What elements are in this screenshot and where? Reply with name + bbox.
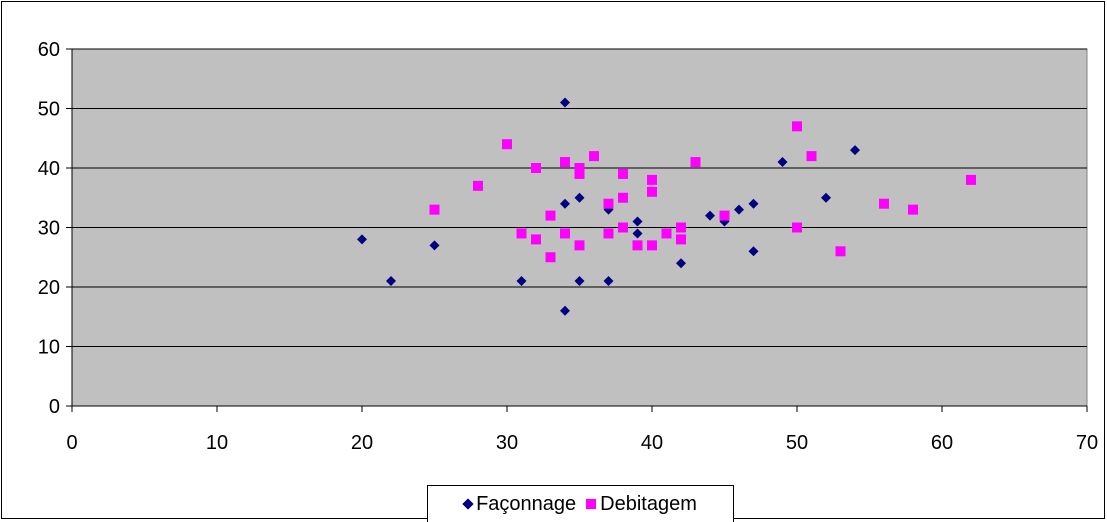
legend: Façonnage Debitagem	[427, 485, 734, 522]
x-tick-label: 40	[641, 432, 663, 454]
data-point-faconnage	[429, 240, 440, 251]
data-point-debitagem	[473, 180, 483, 191]
x-tick-label: 30	[496, 432, 518, 454]
data-point-debitagem	[661, 228, 672, 239]
data-point-debitagem	[560, 228, 570, 239]
data-point-faconnage	[748, 246, 759, 257]
data-point-faconnage	[748, 198, 759, 209]
y-tick-label: 50	[38, 99, 60, 121]
data-point-debitagem	[792, 121, 802, 132]
data-point-debitagem	[618, 222, 628, 233]
data-point-debitagem	[647, 174, 657, 185]
data-point-debitagem	[603, 198, 614, 209]
legend-label-faconnage: Façonnage	[476, 492, 577, 515]
data-point-debitagem	[647, 186, 657, 197]
data-point-debitagem	[632, 240, 643, 251]
data-point-debitagem	[574, 240, 585, 251]
data-point-debitagem	[531, 234, 541, 245]
data-point-debitagem	[719, 210, 730, 221]
x-tick-label: 0	[66, 432, 77, 454]
data-point-debitagem	[560, 157, 570, 168]
x-tick-label: 50	[786, 432, 808, 454]
data-point-debitagem	[429, 204, 440, 215]
data-point-debitagem	[676, 234, 686, 245]
data-point-faconnage	[603, 276, 614, 287]
data-point-debitagem	[545, 210, 556, 221]
data-point-debitagem	[792, 222, 802, 233]
data-point-debitagem	[545, 252, 556, 263]
data-point-faconnage	[386, 276, 396, 287]
data-point-faconnage	[632, 216, 643, 227]
data-point-faconnage	[516, 276, 527, 287]
x-tick-label: 60	[931, 432, 953, 454]
data-point-debitagem	[647, 240, 657, 251]
legend-square-marker	[586, 499, 597, 509]
data-point-faconnage	[705, 210, 715, 221]
data-point-debitagem	[502, 139, 512, 150]
x-tick-label: 10	[206, 432, 228, 454]
data-point-debitagem	[531, 163, 541, 173]
y-tick-label: 0	[49, 396, 60, 418]
data-point-debitagem	[690, 157, 701, 168]
data-point-faconnage	[632, 228, 643, 239]
x-tick-label: 20	[351, 432, 373, 454]
data-point-debitagem	[516, 228, 527, 239]
data-point-debitagem	[574, 168, 585, 179]
data-point-debitagem	[618, 168, 628, 179]
data-point-debitagem	[574, 163, 585, 173]
legend-label-debitagem: Debitagem	[600, 492, 697, 515]
legend-diamond-marker	[462, 498, 474, 510]
data-point-debitagem	[835, 246, 846, 257]
legend-entry-faconnage: Façonnage	[462, 492, 577, 516]
data-point-faconnage	[777, 157, 788, 168]
y-tick-label: 30	[38, 218, 60, 240]
y-tick-label: 40	[38, 158, 60, 180]
data-point-faconnage	[734, 204, 744, 215]
data-point-faconnage	[560, 305, 570, 316]
data-point-faconnage	[560, 97, 570, 108]
data-point-debitagem	[908, 204, 918, 215]
data-point-faconnage	[574, 276, 585, 287]
data-point-debitagem	[676, 222, 686, 233]
data-point-debitagem	[806, 151, 817, 162]
data-point-debitagem	[966, 174, 976, 185]
data-point-debitagem	[618, 192, 628, 203]
x-tick-label: 70	[1076, 432, 1098, 454]
data-point-debitagem	[603, 228, 614, 239]
data-point-faconnage	[560, 198, 570, 209]
data-point-faconnage	[574, 192, 585, 203]
data-point-faconnage	[850, 145, 860, 156]
y-tick-label: 60	[38, 39, 60, 61]
y-tick-label: 20	[38, 277, 60, 299]
data-point-debitagem	[879, 198, 889, 209]
data-point-faconnage	[676, 258, 686, 269]
data-point-debitagem	[589, 151, 599, 162]
legend-entry-debitagem: Debitagem	[586, 493, 697, 516]
data-point-faconnage	[357, 234, 367, 245]
data-point-faconnage	[821, 192, 831, 203]
y-tick-label: 10	[38, 337, 60, 359]
